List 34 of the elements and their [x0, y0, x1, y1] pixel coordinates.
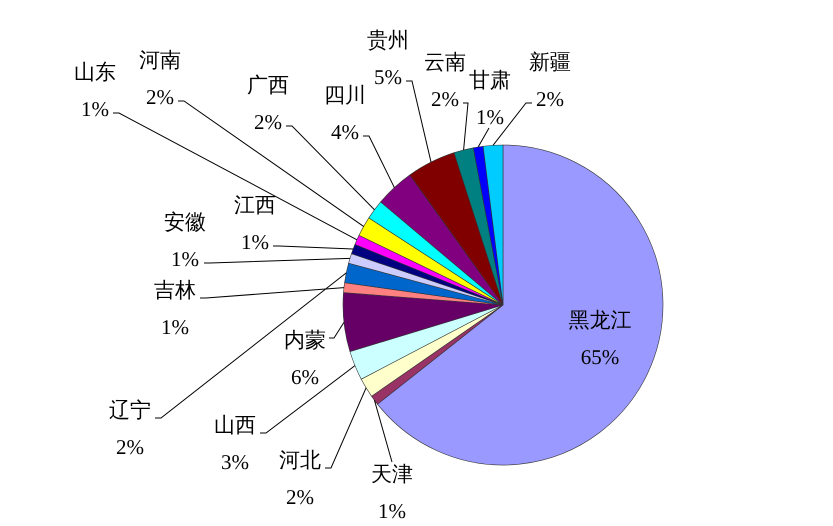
- slice-label: 安徽: [164, 210, 206, 234]
- slice-label: 广西: [247, 73, 289, 97]
- data-label: 1%: [81, 97, 109, 121]
- slice-label: 山西: [214, 413, 256, 437]
- slice-label: 山东: [74, 60, 116, 84]
- slice-label: 贵州: [367, 28, 409, 52]
- slice-label: 江西: [234, 193, 276, 217]
- data-label: 2%: [536, 87, 564, 111]
- data-label: 1%: [241, 230, 269, 254]
- data-label: 4%: [331, 120, 359, 144]
- slice-label: 河南: [139, 48, 181, 72]
- data-label: 2%: [116, 435, 144, 459]
- data-label: 3%: [221, 450, 249, 474]
- data-label: 2%: [254, 110, 282, 134]
- data-label: 1%: [171, 247, 199, 271]
- data-label: 65%: [580, 345, 620, 369]
- data-label: 6%: [291, 365, 319, 389]
- slice-label: 河北: [279, 448, 321, 472]
- slice-label: 甘肃: [469, 68, 511, 92]
- data-label: 1%: [378, 499, 406, 523]
- slice-label: 云南: [424, 50, 466, 74]
- slice-label: 黑龙江: [568, 308, 632, 332]
- data-label: 2%: [146, 85, 174, 109]
- slice-label: 内蒙: [284, 328, 326, 352]
- data-label: 2%: [431, 87, 459, 111]
- slice-label: 辽宁: [109, 398, 151, 422]
- data-label: 5%: [374, 65, 402, 89]
- data-label: 1%: [161, 315, 189, 339]
- slice-label: 天津: [371, 462, 413, 486]
- slice-label: 吉林: [154, 278, 196, 302]
- slice-label: 新疆: [529, 50, 571, 74]
- data-label: 1%: [476, 105, 504, 129]
- data-label: 2%: [286, 485, 314, 509]
- slice-label: 四川: [324, 83, 366, 107]
